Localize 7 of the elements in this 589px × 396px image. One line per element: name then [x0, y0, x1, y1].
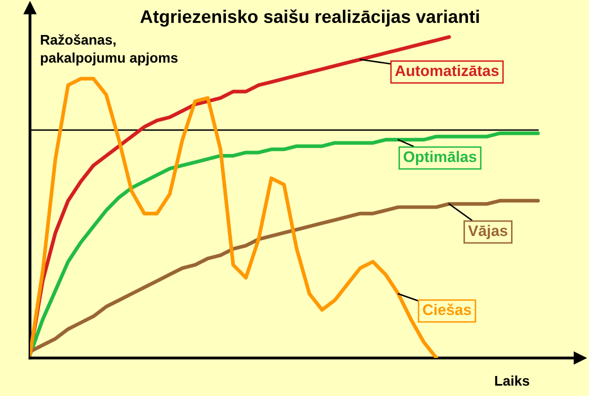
series-label: Automatizātas [395, 64, 499, 76]
y-axis-title: Ražošanas, pakalpojumu apjoms [40, 34, 178, 66]
chart-title: Atgriezenisko saišu realizācijas varianti [140, 9, 479, 27]
series-label: Optimālas [404, 150, 476, 166]
x-axis-title: Laiks [495, 376, 530, 386]
series-label: Ciešas [422, 304, 472, 316]
series-label: Vājas [468, 224, 508, 240]
